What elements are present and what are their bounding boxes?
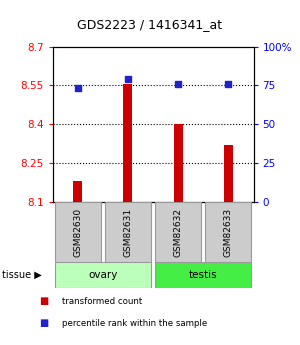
- Text: ovary: ovary: [88, 270, 117, 280]
- Bar: [73, 181, 82, 202]
- Point: [75, 86, 80, 91]
- Text: GSM82633: GSM82633: [224, 207, 233, 257]
- Text: GSM82630: GSM82630: [73, 207, 82, 257]
- Text: percentile rank within the sample: percentile rank within the sample: [61, 319, 207, 328]
- Text: GSM82631: GSM82631: [123, 207, 132, 257]
- Text: GSM82632: GSM82632: [174, 207, 183, 257]
- Bar: [205, 202, 251, 262]
- Bar: [224, 145, 233, 202]
- Point: [176, 81, 181, 87]
- Bar: [123, 84, 132, 202]
- Text: ■: ■: [39, 318, 48, 328]
- Text: tissue ▶: tissue ▶: [2, 270, 41, 280]
- Bar: [105, 202, 151, 262]
- Text: ■: ■: [39, 296, 48, 306]
- Point: [226, 81, 231, 87]
- Bar: [155, 262, 251, 288]
- Text: transformed count: transformed count: [61, 296, 142, 306]
- Text: GDS2223 / 1416341_at: GDS2223 / 1416341_at: [77, 18, 223, 31]
- Bar: [55, 262, 151, 288]
- Bar: [155, 202, 201, 262]
- Bar: [55, 202, 101, 262]
- Point: [125, 77, 130, 82]
- Bar: [174, 124, 183, 202]
- Text: testis: testis: [189, 270, 218, 280]
